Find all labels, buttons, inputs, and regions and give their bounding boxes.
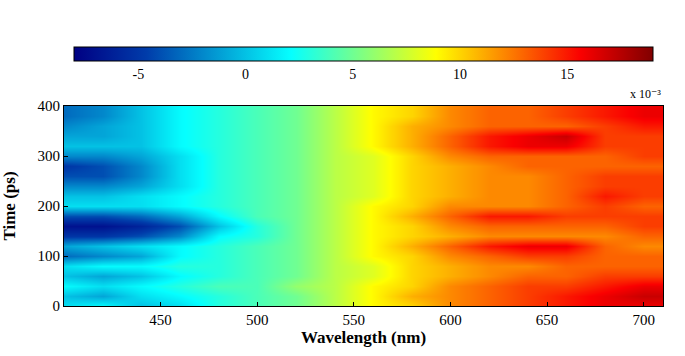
svg-text:0: 0: [53, 298, 61, 314]
svg-text:10: 10: [453, 67, 467, 82]
svg-text:400: 400: [38, 98, 61, 114]
svg-text:650: 650: [536, 312, 559, 328]
svg-text:300: 300: [38, 148, 61, 164]
svg-text:500: 500: [246, 312, 269, 328]
svg-text:x 10⁻³: x 10⁻³: [630, 87, 661, 101]
svg-text:0: 0: [242, 67, 249, 82]
svg-text:700: 700: [632, 312, 655, 328]
svg-text:550: 550: [343, 312, 366, 328]
svg-text:200: 200: [38, 198, 61, 214]
svg-text:100: 100: [38, 248, 61, 264]
svg-text:15: 15: [560, 67, 574, 82]
svg-text:Time (ps): Time (ps): [0, 171, 19, 240]
svg-text:450: 450: [149, 312, 172, 328]
svg-text:Wavelength (nm): Wavelength (nm): [301, 328, 426, 347]
svg-text:5: 5: [349, 67, 356, 82]
svg-text:-5: -5: [132, 67, 144, 82]
svg-text:600: 600: [439, 312, 462, 328]
